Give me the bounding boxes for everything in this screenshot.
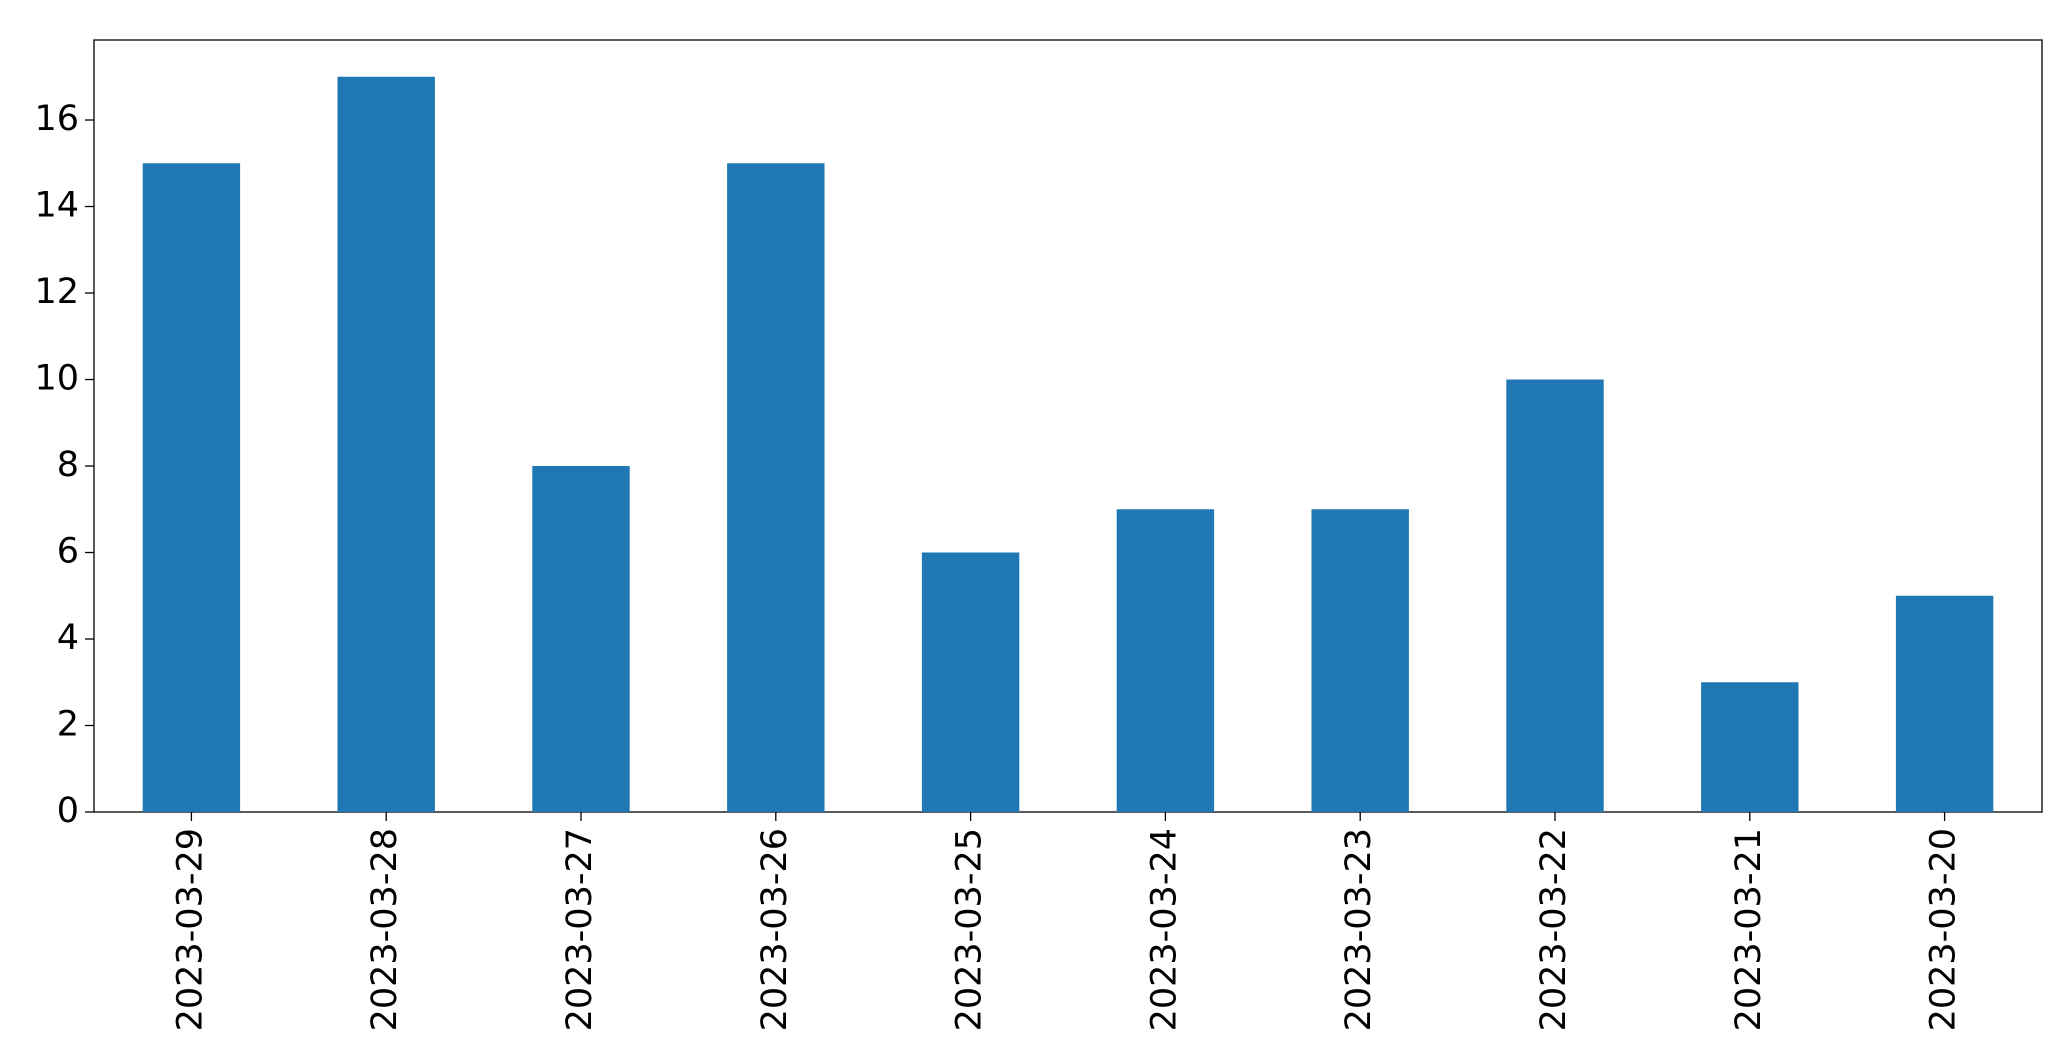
y-tick-label: 14 bbox=[34, 186, 79, 226]
bar bbox=[532, 466, 630, 812]
x-tick-label: 2023-03-26 bbox=[755, 828, 795, 1031]
bar bbox=[1895, 595, 1994, 812]
axes-frame bbox=[93, 39, 2043, 813]
bar bbox=[1506, 379, 1604, 812]
y-tick-label: 0 bbox=[57, 791, 79, 831]
bar bbox=[1116, 509, 1215, 812]
x-tick-label: 2023-03-23 bbox=[1339, 828, 1379, 1031]
x-tick-label: 2023-03-21 bbox=[1729, 828, 1769, 1031]
y-tick-label: 6 bbox=[57, 532, 79, 572]
x-tick-label: 2023-03-25 bbox=[950, 828, 990, 1031]
x-tick-label: 2023-03-28 bbox=[365, 828, 405, 1031]
y-tick-label: 4 bbox=[57, 618, 79, 658]
y-tick-label: 8 bbox=[57, 445, 79, 485]
x-tick-label: 2023-03-27 bbox=[560, 828, 600, 1031]
x-tick-label: 2023-03-24 bbox=[1144, 828, 1184, 1031]
x-tick-label: 2023-03-29 bbox=[170, 828, 210, 1031]
bar bbox=[1701, 682, 1799, 812]
y-tick-label: 12 bbox=[34, 272, 79, 312]
bar bbox=[1311, 509, 1409, 812]
bar bbox=[921, 552, 1020, 812]
y-tick-label: 10 bbox=[34, 359, 79, 399]
x-tick-label: 2023-03-20 bbox=[1924, 828, 1964, 1031]
bar bbox=[727, 163, 825, 812]
y-tick-label: 16 bbox=[34, 99, 79, 139]
y-tick-label: 2 bbox=[57, 705, 79, 745]
bar bbox=[337, 76, 435, 812]
bar bbox=[142, 163, 241, 812]
x-tick-label: 2023-03-22 bbox=[1534, 828, 1574, 1031]
